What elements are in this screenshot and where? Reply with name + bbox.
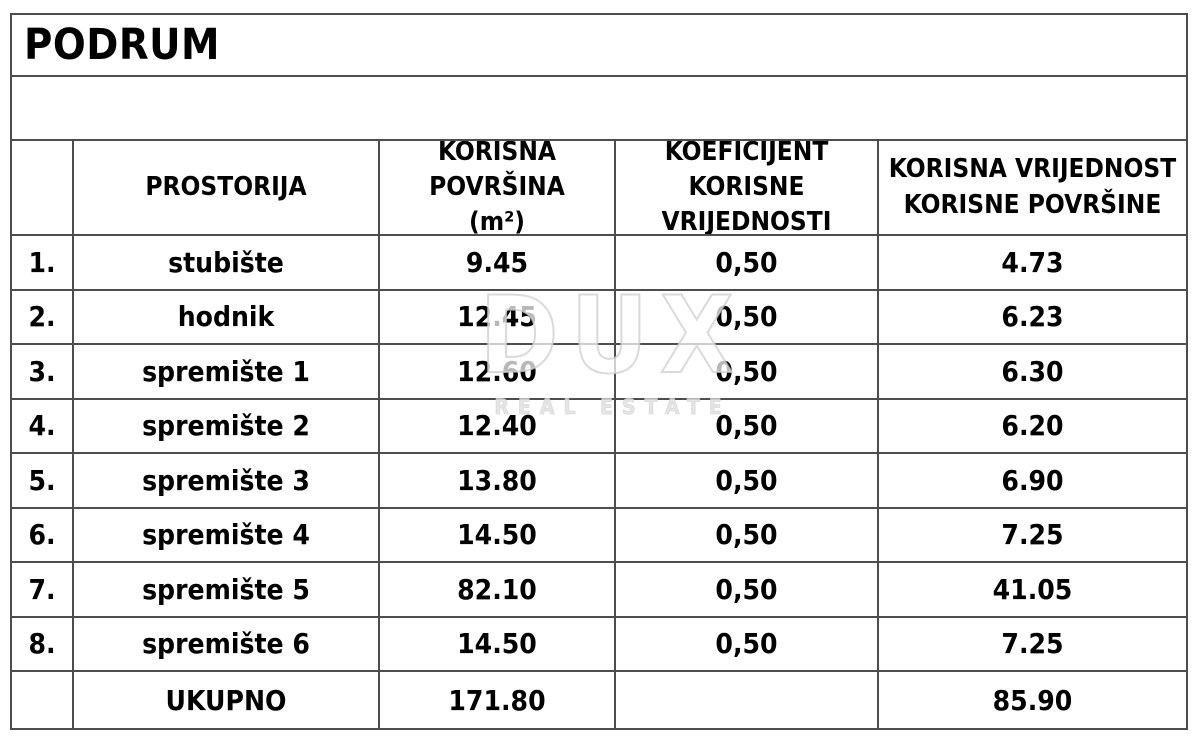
title-row: PODRUM (12, 15, 1186, 77)
total-coefficient-value-cell (616, 672, 879, 728)
room-name-cell: spremište 6 (74, 617, 380, 672)
coefficient-value-cell: 0,50 (616, 454, 879, 509)
room-name-cell: hodnik (74, 290, 380, 345)
usable-value-cell: 6.20 (879, 400, 1186, 454)
column-header-line: VRIJEDNOSTI (661, 207, 832, 236)
total-area-value-cell: 171.80 (380, 672, 616, 728)
row-number-cell: 5. (12, 454, 74, 509)
row-number-cell: 7. (12, 563, 74, 618)
area-value-cell: 12.40 (380, 399, 616, 454)
column-header-2: KORISNA POVRŠINA (m²) (380, 141, 616, 236)
column-header-line: KORISNA VRIJEDNOST (888, 154, 1177, 185)
coefficient-value-cell: 0,50 (616, 563, 879, 618)
column-header-line: (m²) (469, 207, 525, 236)
area-value-cell: 14.50 (380, 617, 616, 672)
usable-value-cell: 6.23 (879, 291, 1186, 345)
usable-value-cell: 4.73 (879, 236, 1186, 291)
column-header-line: KORISNE POVRŠINE (903, 189, 1162, 220)
coefficient-value-cell: 0,50 (616, 236, 879, 291)
usable-value-cell: 7.25 (879, 509, 1186, 563)
total-room-name-cell: UKUPNO (74, 672, 380, 728)
area-value-cell: 9.45 (380, 236, 616, 291)
area-value-cell: 14.50 (380, 508, 616, 563)
column-header-line: KORISNA POVRŠINA (429, 141, 565, 202)
coefficient-value-cell: 0,50 (616, 508, 879, 563)
room-name-cell: spremište 4 (74, 508, 380, 563)
usable-value-cell: 7.25 (879, 618, 1186, 672)
row-number-cell: 1. (12, 236, 74, 291)
area-value-cell: 12.45 (380, 290, 616, 345)
total-usable-value-cell: 85.90 (992, 683, 1073, 717)
column-header-3: KOEFICIJENT KORISNE VRIJEDNOSTI (616, 141, 879, 236)
column-header-4: KORISNA VRIJEDNOST KORISNE POVRŠINE (879, 141, 1186, 236)
row-number-cell: 3. (12, 345, 74, 400)
row-number-cell: 2. (12, 290, 74, 345)
column-header-line: PROSTORIJA (145, 171, 307, 202)
column-header-line: KOEFICIJENT KORISNE (664, 141, 829, 202)
row-number-cell: 8. (12, 617, 74, 672)
data-grid: PROSTORIJA KORISNA POVRŠINA (m²) KOEFICIJEN… (12, 141, 1186, 728)
area-table-sheet: PODRUM PROSTORIJA KORISNA POVRŠINA (m²) KOE… (10, 13, 1188, 730)
usable-value-cell: 6.90 (879, 454, 1186, 509)
room-name-cell: spremište 2 (74, 399, 380, 454)
usable-value-cell: 41.05 (879, 563, 1186, 618)
room-name-cell: spremište 1 (74, 345, 380, 400)
coefficient-value-cell: 0,50 (616, 617, 879, 672)
room-name-cell: stubište (74, 236, 380, 291)
area-value-cell: 82.10 (380, 563, 616, 618)
room-name-cell: spremište 3 (74, 454, 380, 509)
column-header-0 (12, 141, 74, 236)
page-title: PODRUM (24, 19, 221, 70)
row-number-cell: 6. (12, 508, 74, 563)
usable-value-cell: 6.30 (879, 345, 1186, 400)
area-value-cell: 13.80 (380, 454, 616, 509)
area-value-cell: 12.60 (380, 345, 616, 400)
empty-band (12, 77, 1186, 141)
room-name-cell: spremište 5 (74, 563, 380, 618)
coefficient-value-cell: 0,50 (616, 345, 879, 400)
total-row-number-cell (12, 672, 74, 728)
row-number-cell: 4. (12, 399, 74, 454)
coefficient-value-cell: 0,50 (616, 399, 879, 454)
coefficient-value-cell: 0,50 (616, 290, 879, 345)
column-header-1: PROSTORIJA (74, 141, 380, 236)
